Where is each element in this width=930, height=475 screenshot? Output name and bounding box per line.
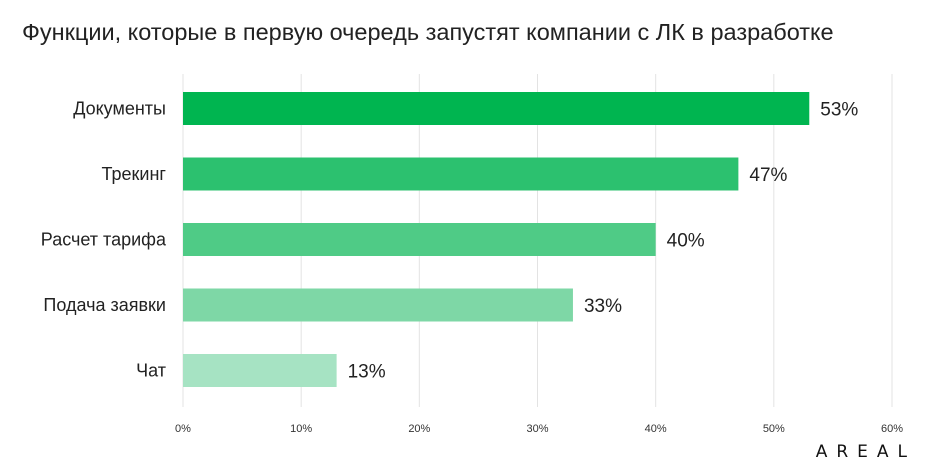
x-tick-label: 30% <box>526 423 548 435</box>
category-label: Документы <box>73 99 166 119</box>
category-label: Чат <box>136 361 166 381</box>
category-label: Трекинг <box>102 164 167 184</box>
x-tick-label: 40% <box>645 423 667 435</box>
value-label: 40% <box>667 231 705 252</box>
bar <box>183 288 573 322</box>
x-tick-label: 60% <box>881 423 903 435</box>
bar <box>183 157 739 191</box>
x-tick-label: 10% <box>290 423 312 435</box>
value-label: 13% <box>348 362 386 383</box>
bar <box>183 354 337 387</box>
x-tick-label: 50% <box>763 423 785 435</box>
bar <box>183 223 656 256</box>
value-label: 53% <box>820 100 858 121</box>
chart-title: Функции, которые в первую очередь запуст… <box>22 19 834 45</box>
value-label: 47% <box>749 165 787 186</box>
bar <box>183 92 810 125</box>
x-tick-label: 20% <box>408 423 430 435</box>
x-tick-label: 0% <box>175 423 191 435</box>
category-label: Расчет тарифа <box>41 230 167 250</box>
category-label: Подача заявки <box>43 295 166 315</box>
value-label: 33% <box>584 296 622 317</box>
areal-logo: AREAL <box>815 442 916 462</box>
